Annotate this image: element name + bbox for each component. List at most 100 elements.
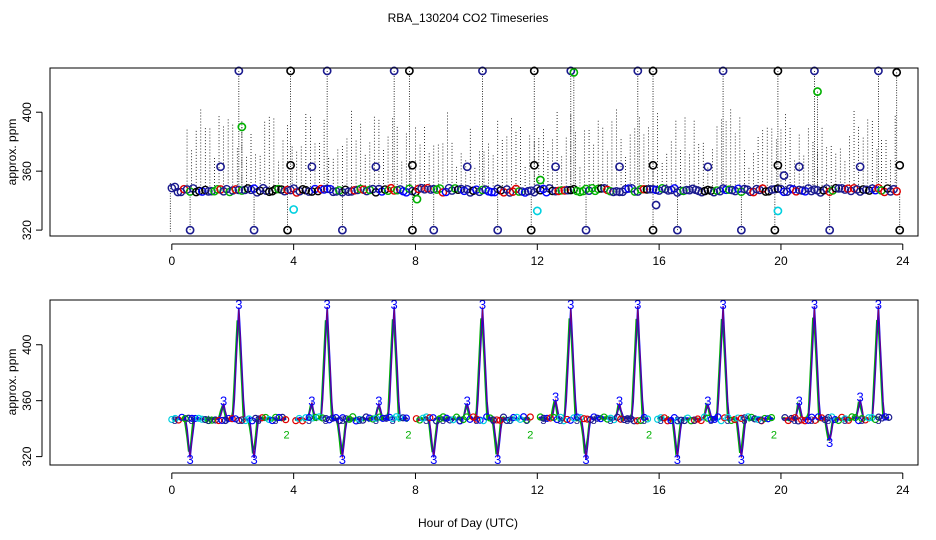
bottom-baseline-markers bbox=[168, 413, 893, 425]
top-data-point bbox=[438, 188, 448, 197]
top-outlier-point bbox=[874, 66, 883, 76]
bottom-data-point bbox=[623, 415, 632, 423]
bottom-baseline-marker-label: 3 bbox=[356, 415, 362, 427]
bottom-data-point bbox=[205, 416, 213, 425]
bottom-baseline-marker-label: 3 bbox=[859, 415, 865, 427]
top-data-point bbox=[892, 187, 901, 196]
bottom-data-point bbox=[707, 415, 715, 423]
bottom-baseline-marker-label: 3 bbox=[323, 415, 329, 427]
bottom-baseline-marker-label: 3 bbox=[875, 415, 881, 427]
bottom-dip-marker-label: 3 bbox=[826, 435, 833, 450]
bottom-data-point bbox=[375, 413, 384, 421]
bottom-data-point bbox=[704, 414, 712, 422]
bottom-data-point bbox=[700, 413, 709, 421]
bottom-data-point bbox=[372, 414, 380, 422]
top-data-point bbox=[429, 184, 439, 194]
bottom-baseline-marker-label: 3 bbox=[741, 415, 747, 427]
top-outlier-point bbox=[286, 66, 296, 76]
bottom-baseline-marker-label: 3 bbox=[457, 415, 463, 427]
bottom-data-point bbox=[241, 416, 250, 425]
bottom-baseline-marker-label: 3 bbox=[674, 415, 680, 427]
bottom-data-point bbox=[633, 417, 642, 425]
bottom-peak-marker-label: 3 bbox=[634, 297, 641, 312]
bottom-baseline-marker-label: 3 bbox=[306, 415, 312, 427]
bottom-data-point bbox=[878, 414, 886, 422]
top-outlier-point bbox=[773, 160, 783, 170]
top-data-point bbox=[560, 186, 570, 195]
top-outlier-point bbox=[770, 225, 780, 235]
bottom-data-point bbox=[885, 413, 893, 421]
bottom-baseline-marker-label: 3 bbox=[591, 415, 597, 427]
bottom-x-tick-label: 4 bbox=[290, 483, 297, 497]
top-data-point bbox=[639, 184, 649, 194]
bottom-baseline-marker-label: 3 bbox=[641, 415, 647, 427]
bottom-data-point bbox=[526, 413, 534, 421]
bottom-x-tick-label: 20 bbox=[774, 483, 788, 497]
top-outlier-point bbox=[337, 225, 347, 235]
bottom-data-point bbox=[597, 415, 605, 423]
bottom-data-point bbox=[841, 415, 849, 423]
bottom-data-point bbox=[426, 414, 434, 422]
bottom-gap-marker-label: 2 bbox=[771, 429, 777, 441]
bottom-data-point bbox=[412, 415, 420, 423]
top-outlier-point bbox=[307, 162, 317, 172]
bottom-peak-marker-label: 3 bbox=[324, 297, 331, 312]
bottom-data-point bbox=[764, 415, 772, 423]
bottom-data-point bbox=[737, 414, 745, 423]
top-data-point bbox=[563, 185, 573, 195]
top-data-point bbox=[271, 185, 280, 194]
bottom-data-point bbox=[211, 416, 219, 424]
top-data-point bbox=[344, 187, 353, 197]
bottom-data-point bbox=[543, 414, 551, 422]
top-outlier-point bbox=[794, 162, 804, 172]
bottom-data-point bbox=[419, 414, 427, 422]
top-data-point bbox=[831, 183, 841, 193]
top-outlier-point bbox=[703, 162, 713, 172]
bottom-data-point bbox=[181, 415, 189, 423]
bottom-data-point bbox=[593, 414, 601, 422]
top-outlier-point bbox=[532, 206, 542, 216]
top-data-point bbox=[548, 186, 557, 196]
top-outlier-point bbox=[371, 162, 381, 172]
top-outlier-point bbox=[529, 160, 539, 170]
top-x-tick-label: 16 bbox=[652, 254, 666, 268]
bottom-data-point bbox=[590, 413, 598, 421]
top-data-point bbox=[551, 186, 560, 196]
bottom-baseline-marker-label: 3 bbox=[239, 415, 245, 427]
bottom-baseline-marker-label: 3 bbox=[440, 415, 446, 427]
top-plot-frame bbox=[49, 67, 919, 237]
top-outlier-point bbox=[408, 225, 417, 235]
top-data-point bbox=[523, 186, 533, 196]
bottom-data-point bbox=[342, 415, 350, 423]
top-x-tick-label: 4 bbox=[290, 254, 297, 268]
bottom-baseline-marker-label: 3 bbox=[390, 415, 396, 427]
bottom-data-point bbox=[195, 414, 203, 422]
bottom-data-point bbox=[865, 414, 873, 422]
bottom-peak-marker-label: 3 bbox=[616, 393, 623, 408]
bottom-data-point bbox=[238, 416, 246, 424]
top-x-tick-label: 0 bbox=[168, 254, 175, 268]
bottom-data-point bbox=[483, 413, 491, 421]
bottom-data-point bbox=[369, 415, 377, 423]
bottom-baseline-marker-label: 3 bbox=[423, 415, 429, 427]
bottom-data-point bbox=[225, 414, 233, 423]
bottom-data-point bbox=[201, 415, 209, 424]
bottom-data-point bbox=[761, 414, 769, 423]
top-outlier-point bbox=[648, 66, 658, 76]
top-y-axis-label: approx. ppm bbox=[5, 119, 19, 186]
top-outlier-point bbox=[234, 66, 244, 76]
bottom-x-tick-label: 0 bbox=[168, 483, 175, 497]
bottom-data-point bbox=[824, 413, 833, 422]
top-data-point bbox=[557, 186, 566, 195]
bottom-data-point bbox=[315, 413, 323, 421]
bottom-data-point bbox=[399, 414, 407, 422]
bottom-x-tick-label: 24 bbox=[896, 483, 910, 497]
bottom-data-point bbox=[573, 413, 581, 421]
top-outlier-point bbox=[216, 162, 225, 172]
bottom-dip-marker-label: 3 bbox=[674, 452, 681, 467]
top-outlier-point bbox=[855, 162, 865, 172]
top-y-tick-label: 320 bbox=[20, 220, 34, 240]
top-outlier-point bbox=[249, 225, 259, 235]
bottom-data-point bbox=[308, 414, 317, 422]
